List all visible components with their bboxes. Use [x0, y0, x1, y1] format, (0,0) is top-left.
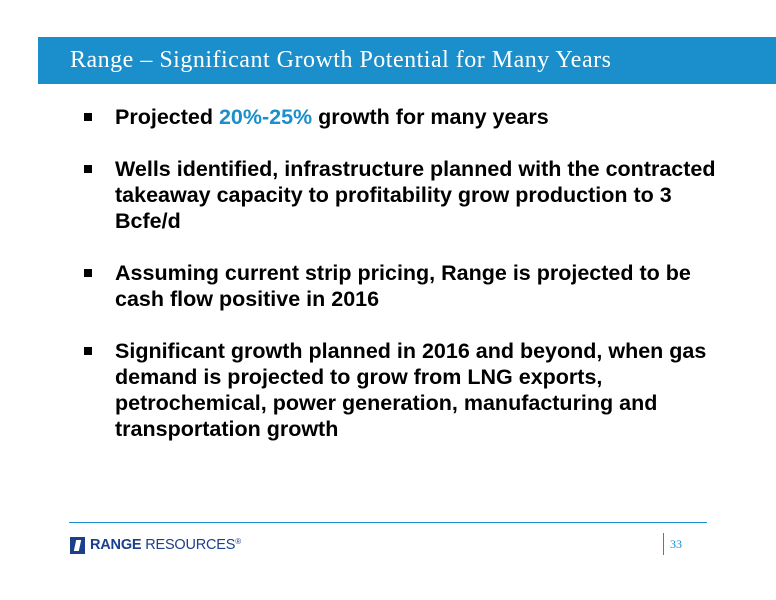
bullet-item: Projected 20%-25% growth for many years: [78, 104, 738, 130]
bullet-text: Significant growth planned in 2016 and b…: [115, 339, 707, 441]
page-number: 33: [670, 537, 682, 551]
bullet-text: Assuming current strip pricing, Range is…: [115, 261, 691, 311]
growth-highlight: 20%-25%: [218, 105, 313, 129]
range-resources-logo: RANGE RESOURCES®: [70, 536, 241, 554]
range-logo-icon: [70, 536, 85, 554]
title-bar: Range – Significant Growth Potential for…: [38, 37, 776, 84]
page-number-divider: [663, 533, 664, 555]
slide-title: Range – Significant Growth Potential for…: [70, 47, 612, 73]
footer-rule: [69, 522, 707, 523]
square-bullet-icon: [84, 113, 92, 121]
bullet-text: Wells identified, infrastructure planned…: [115, 157, 716, 233]
logo-wordmark: RANGE RESOURCES®: [90, 537, 241, 553]
bullet-item: Assuming current strip pricing, Range is…: [78, 260, 738, 312]
bullet-text-suffix: growth for many years: [312, 105, 549, 129]
square-bullet-icon: [84, 269, 92, 277]
bullet-item: Significant growth planned in 2016 and b…: [78, 338, 738, 442]
square-bullet-icon: [84, 165, 92, 173]
bullet-text-prefix: Projected: [115, 105, 219, 129]
square-bullet-icon: [84, 347, 92, 355]
bullet-list: Projected 20%-25% growth for many years …: [78, 104, 738, 442]
bullet-item: Wells identified, infrastructure planned…: [78, 156, 738, 234]
